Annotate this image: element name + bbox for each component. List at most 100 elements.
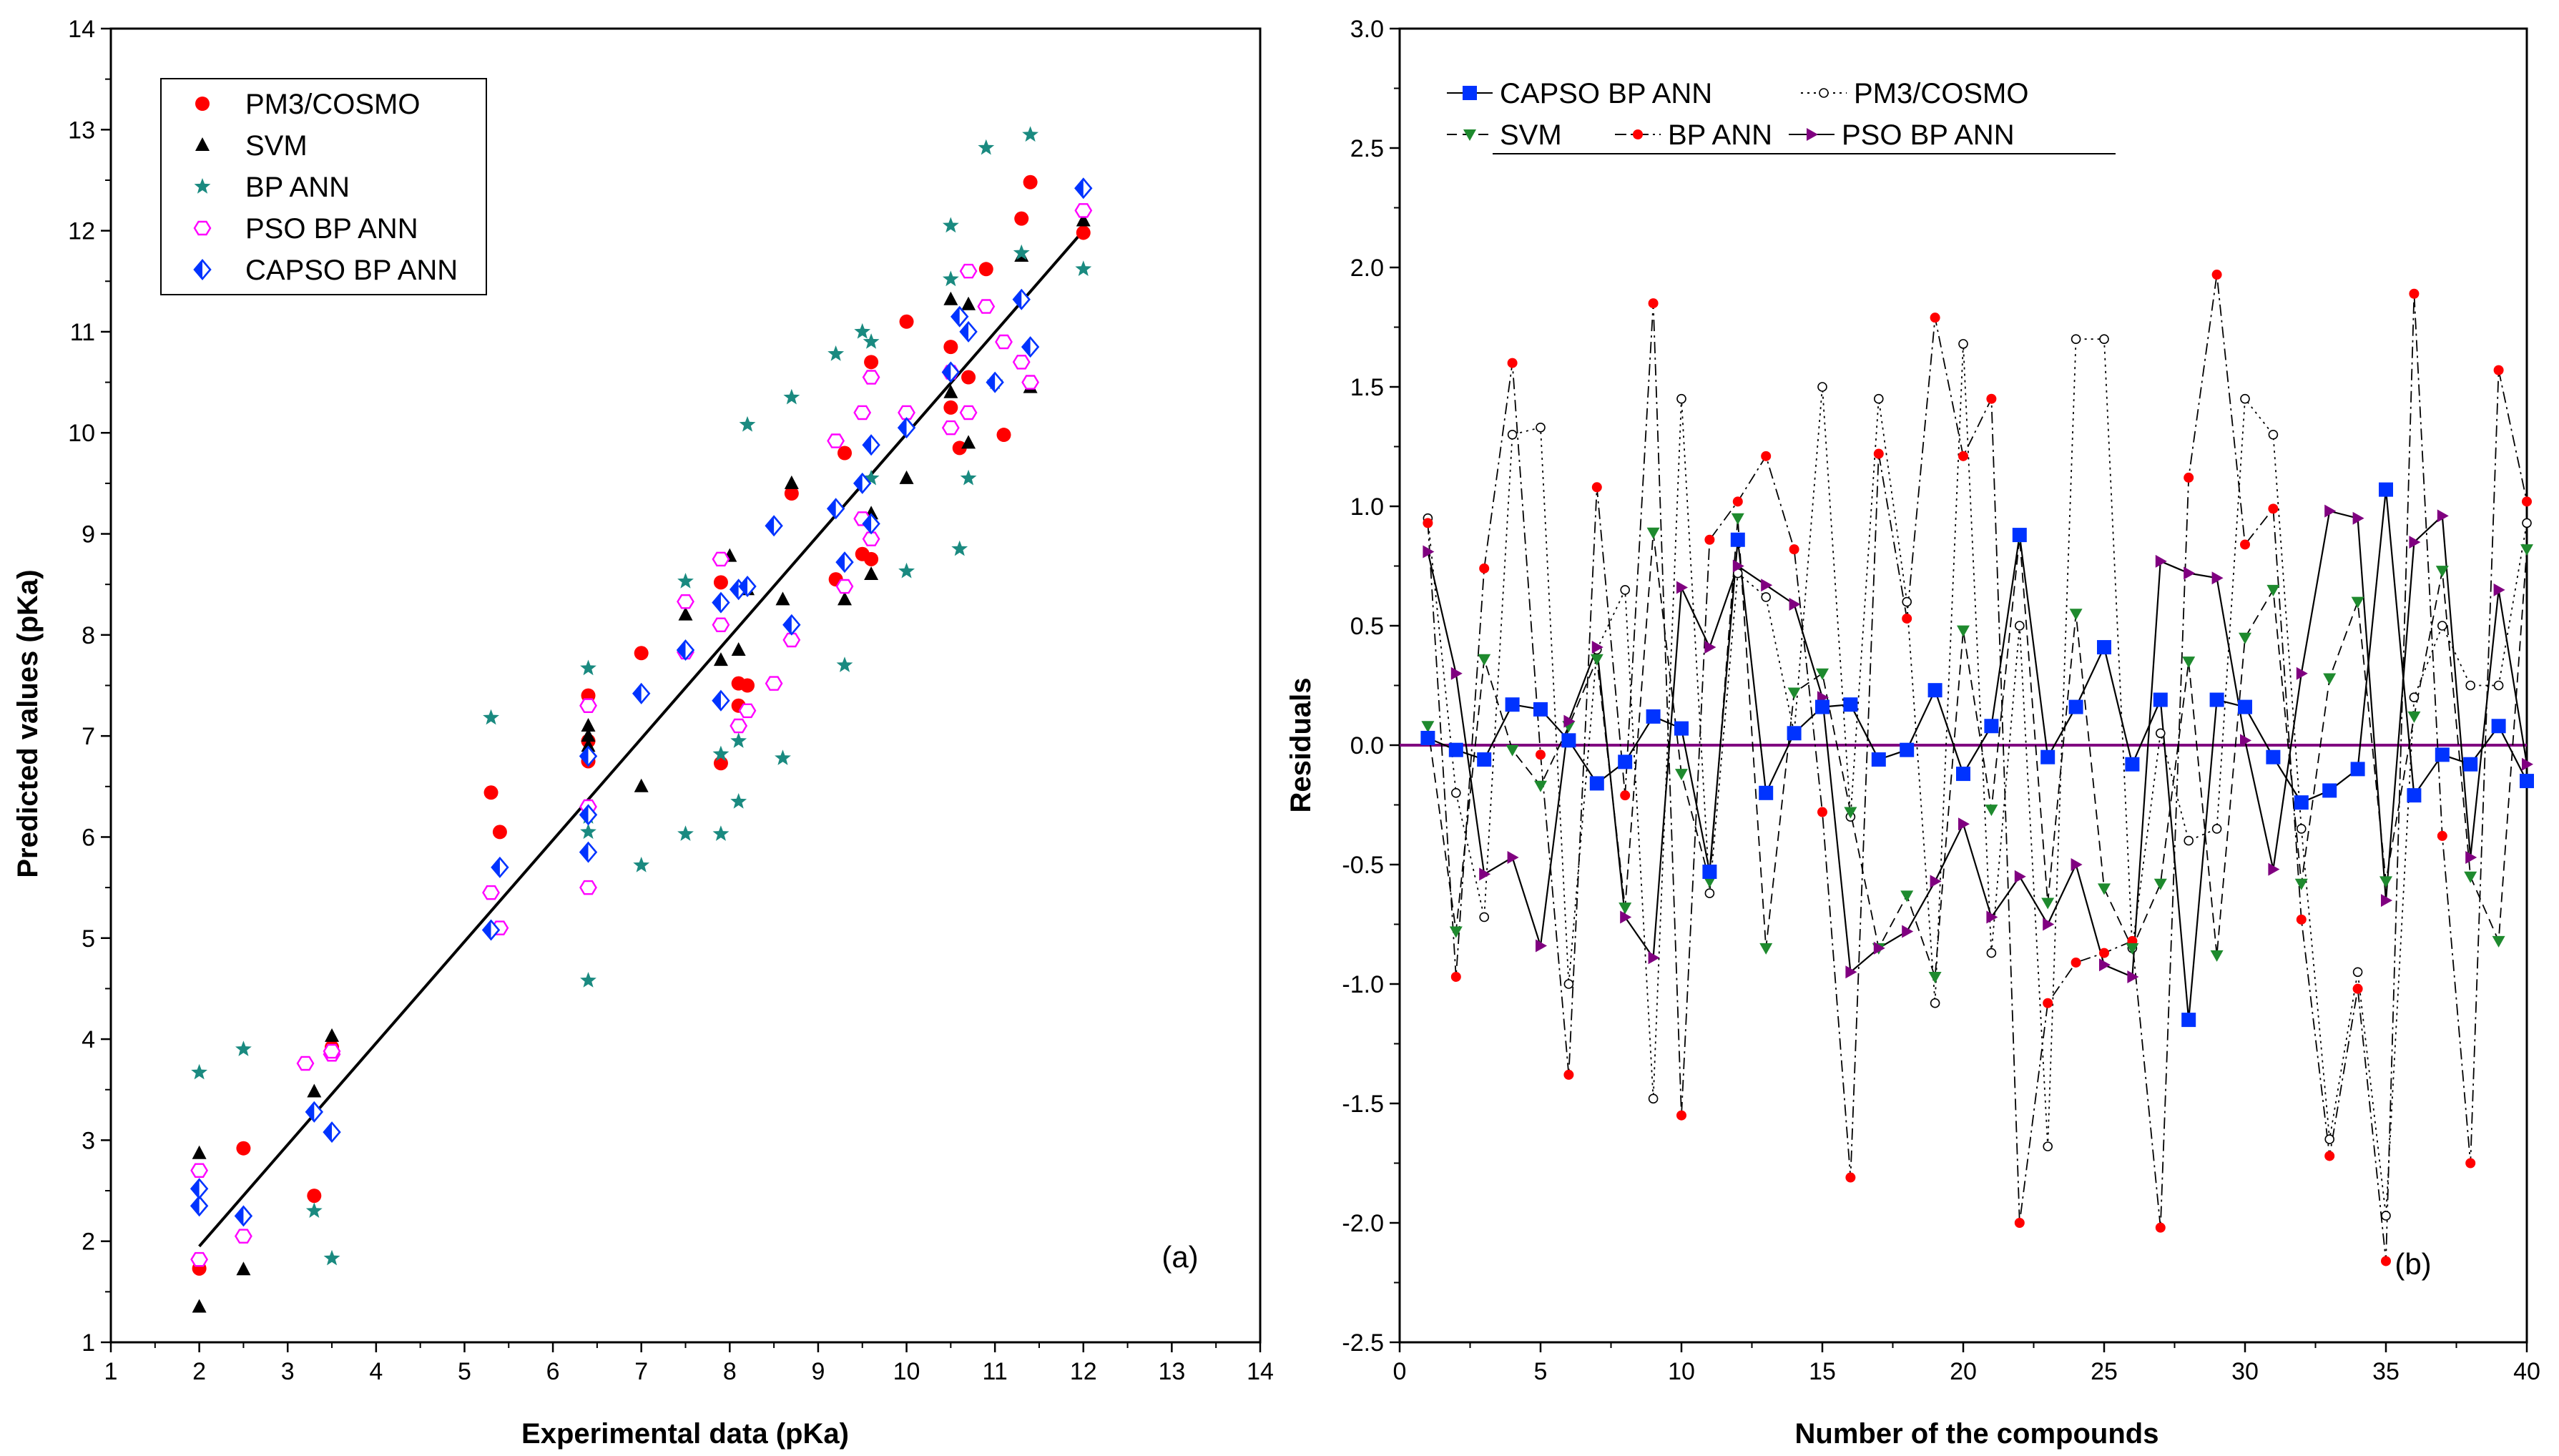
point-capso-bp-ann (1448, 742, 1463, 757)
point-capso-bp-ann (1815, 699, 1829, 714)
point-bp-ann (1563, 1069, 1574, 1080)
point-svm (2323, 673, 2337, 685)
point-svm (1900, 890, 1914, 902)
b-panel-label: (b) (2395, 1247, 2431, 1281)
point-pso-bp-ann (677, 594, 694, 609)
point-svm (1076, 212, 1091, 227)
b-y-tick-label: 2.5 (1350, 135, 1384, 162)
point-capso-bp-ann (738, 576, 757, 598)
point-pso-bp-ann (1507, 850, 1519, 864)
point-pso-bp-ann (941, 420, 960, 436)
b-y-tick-label: -1.5 (1342, 1091, 1384, 1118)
point-bp-ann (2155, 1222, 2166, 1233)
point-pm3-cosmo (1930, 998, 1940, 1008)
point-svm (2464, 871, 2477, 883)
point-svm (581, 738, 596, 752)
point-pm3-cosmo (2268, 429, 2279, 440)
b-x-tick-label: 35 (2372, 1358, 2400, 1385)
point-bp-ann (580, 972, 596, 988)
point-svm (2041, 897, 2055, 910)
b-y-tick-label: -2.5 (1342, 1329, 1384, 1357)
a-legend-label: CAPSO BP ANN (245, 255, 458, 286)
point-pm3-cosmo (2352, 967, 2363, 978)
point-capso-bp-ann (1505, 697, 1520, 712)
point-capso-bp-ann (1012, 288, 1031, 310)
point-bp-ann (978, 139, 995, 155)
line-capso-bp-ann (1427, 489, 2528, 1020)
point-bp-ann (898, 562, 915, 579)
point-pso-bp-ann (579, 880, 597, 895)
point-pm3-cosmo (1958, 339, 1968, 349)
point-pm3-cosmo (1704, 888, 1715, 898)
point-svm (1449, 926, 1463, 938)
fit-line (198, 230, 1085, 1248)
a-y-tick-label: 9 (82, 521, 95, 549)
point-capso-bp-ann (2012, 528, 2027, 543)
point-bp-ann (1423, 518, 1433, 528)
a-y-tick-label: 8 (82, 622, 95, 649)
point-pso-bp-ann (234, 1229, 252, 1244)
point-svm (1985, 805, 1998, 817)
point-capso-bp-ann (2350, 762, 2365, 777)
point-bp-ann (1022, 126, 1038, 142)
point-bp-ann (2014, 1218, 2025, 1228)
a-legend: PM3/COSMO SVM BP ANN PSO BP ANN CAPSO BP ANN (160, 78, 487, 295)
b-legend-label: SVM (1500, 119, 1562, 151)
point-pso-bp-ann (2240, 734, 2251, 747)
point-svm (2069, 609, 2083, 621)
point-svm (864, 566, 879, 581)
a-x-tick-label: 3 (281, 1358, 295, 1385)
point-capso-bp-ann-fill (580, 747, 589, 766)
point-bp-ann (580, 823, 596, 840)
point-pm3-cosmo (2184, 835, 2194, 846)
point-pm3-cosmo (2522, 518, 2532, 528)
a-y-tick-label: 7 (82, 723, 95, 750)
point-pm3-cosmo (483, 785, 498, 800)
point-pso-bp-ann (2296, 666, 2308, 680)
point-bp-ann (2381, 1256, 2391, 1266)
point-capso-bp-ann (862, 513, 880, 535)
point-pm3-cosmo (1014, 211, 1029, 226)
point-capso-bp-ann (2238, 699, 2252, 714)
point-capso-bp-ann (835, 551, 854, 574)
point-bp-ann (2268, 503, 2279, 514)
point-bp-ann (951, 540, 968, 556)
b-y-tick-label: 1.5 (1350, 374, 1384, 401)
point-pm3-cosmo (740, 678, 755, 693)
point-bp-ann (1789, 544, 1799, 555)
point-pm3-cosmo (1986, 948, 1997, 958)
point-capso-bp-ann (632, 682, 651, 704)
point-pm3-cosmo (2493, 680, 2504, 691)
point-capso-bp-ann-fill (483, 920, 491, 940)
point-pm3-cosmo (492, 825, 507, 840)
b-axes: 0 5 10 15 20 25 30 35 40 -2.5 -2.0 -1.5 -1.0 -0.5 0.0 0… (1342, 16, 2540, 1385)
point-pm3-cosmo (1507, 429, 1518, 440)
a-y-tick-label: 5 (82, 925, 95, 953)
point-capso-bp-ann-fill (191, 1196, 200, 1216)
b-y-axis-label: Residuals (1285, 678, 1317, 813)
point-pso-bp-ann (1873, 941, 1885, 955)
point-pso-bp-ann (2211, 571, 2224, 585)
point-pm3-cosmo (2015, 621, 2025, 631)
point-capso-bp-ann (1900, 742, 1915, 757)
point-capso-bp-ann (190, 1195, 209, 1217)
point-bp-ann (2465, 1158, 2476, 1169)
point-capso-bp-ann (951, 305, 969, 328)
point-capso-bp-ann (1674, 721, 1689, 736)
point-bp-ann (960, 469, 977, 486)
point-pso-bp-ann (1930, 875, 1942, 888)
point-capso-bp-ann (712, 591, 730, 614)
point-bp-ann (1958, 451, 1968, 461)
point-pm3-cosmo (2156, 728, 2166, 739)
b-x-tick-label: 5 (1534, 1358, 1548, 1385)
point-bp-ann (483, 709, 499, 725)
point-pso-bp-ann (712, 551, 730, 567)
point-pso-bp-ann (827, 433, 845, 448)
b-y-tick-label: 0.5 (1350, 613, 1384, 640)
point-pso-bp-ann (2127, 970, 2139, 983)
point-pso-bp-ann (2099, 958, 2111, 972)
point-pso-bp-ann (1902, 925, 1914, 938)
point-pso-bp-ann (1563, 714, 1576, 728)
point-bp-ann (1620, 790, 1631, 801)
point-svm (2210, 950, 2224, 962)
